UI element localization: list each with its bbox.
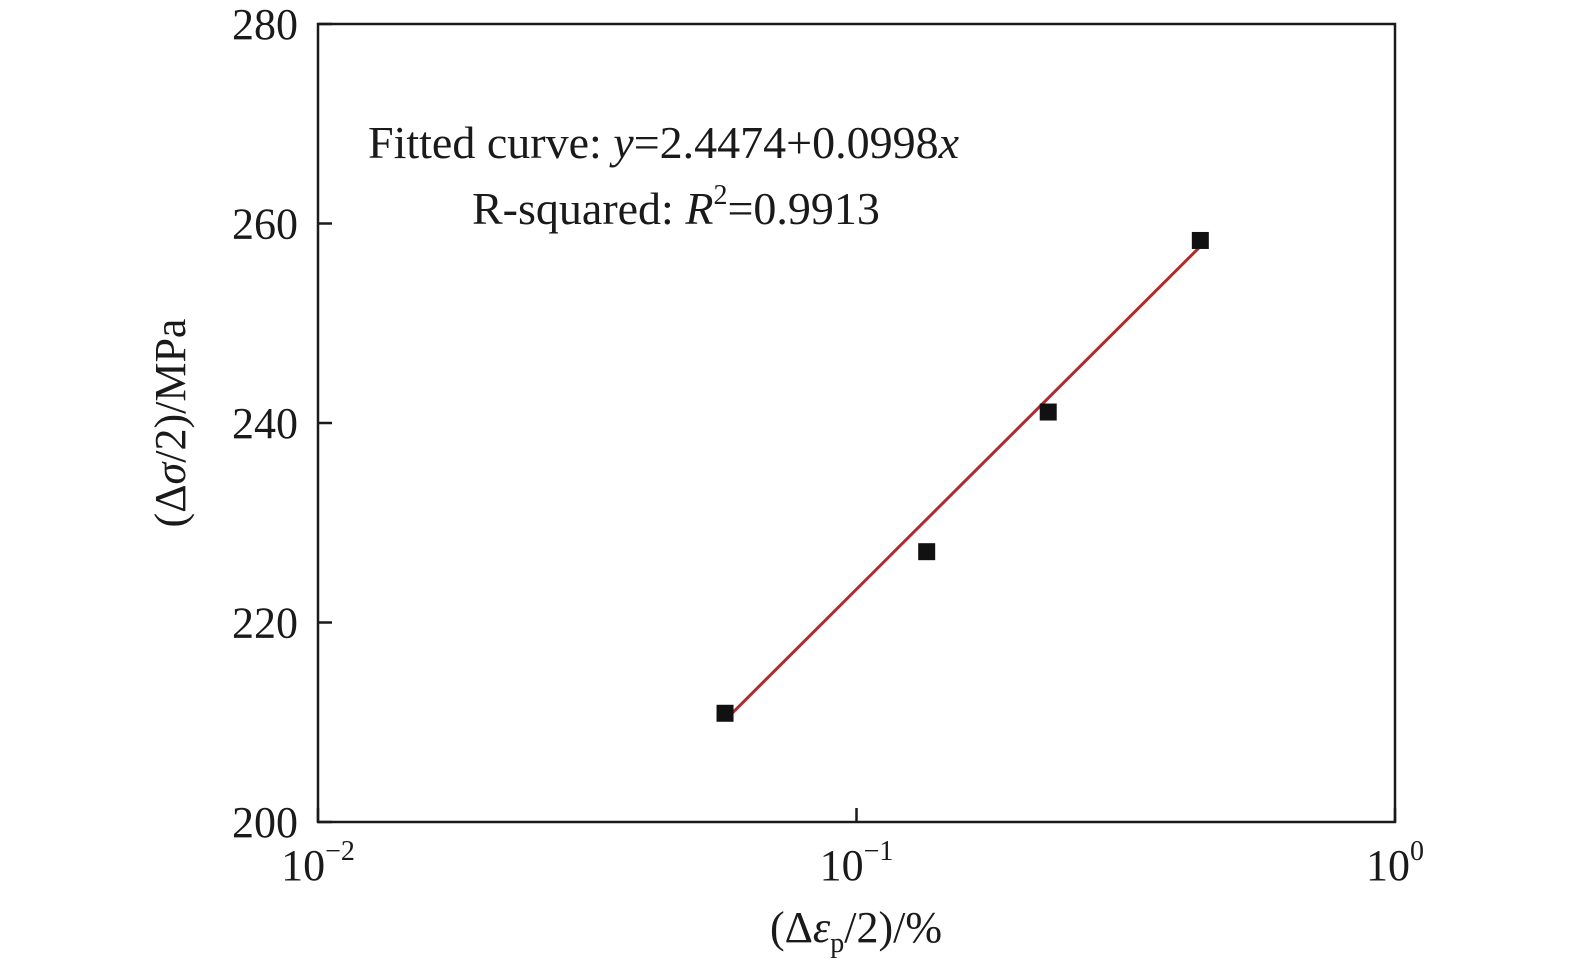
- data-point: [918, 543, 936, 561]
- r-squared-annotation: R-squared: R2=0.9913: [472, 180, 880, 234]
- y-tick-label: 260: [232, 200, 298, 249]
- x-tick-label: 100: [1366, 836, 1424, 890]
- fit-annotation: Fitted curve: y=2.4474+0.0998x: [368, 117, 960, 168]
- y-tick-label: 280: [232, 0, 298, 49]
- y-tick-label: 200: [232, 798, 298, 847]
- x-axis-label: (Δεp/2)/%: [770, 903, 942, 959]
- data-points: [716, 231, 1209, 722]
- fit-line-group: [723, 245, 1202, 722]
- x-tick-label: 10−2: [281, 836, 355, 890]
- y-axis-label: (Δσ/2)/MPa: [146, 319, 195, 528]
- fit-line: [723, 245, 1202, 722]
- y-tick-label: 240: [232, 399, 298, 448]
- axis-ticks: 200 220 240 260 280 10−2 10−1 100: [232, 0, 1424, 890]
- y-tick-label: 220: [232, 599, 298, 648]
- data-point: [716, 704, 734, 722]
- x-tick-label: 10−1: [820, 836, 894, 890]
- data-point: [1191, 231, 1209, 249]
- data-point: [1039, 403, 1057, 421]
